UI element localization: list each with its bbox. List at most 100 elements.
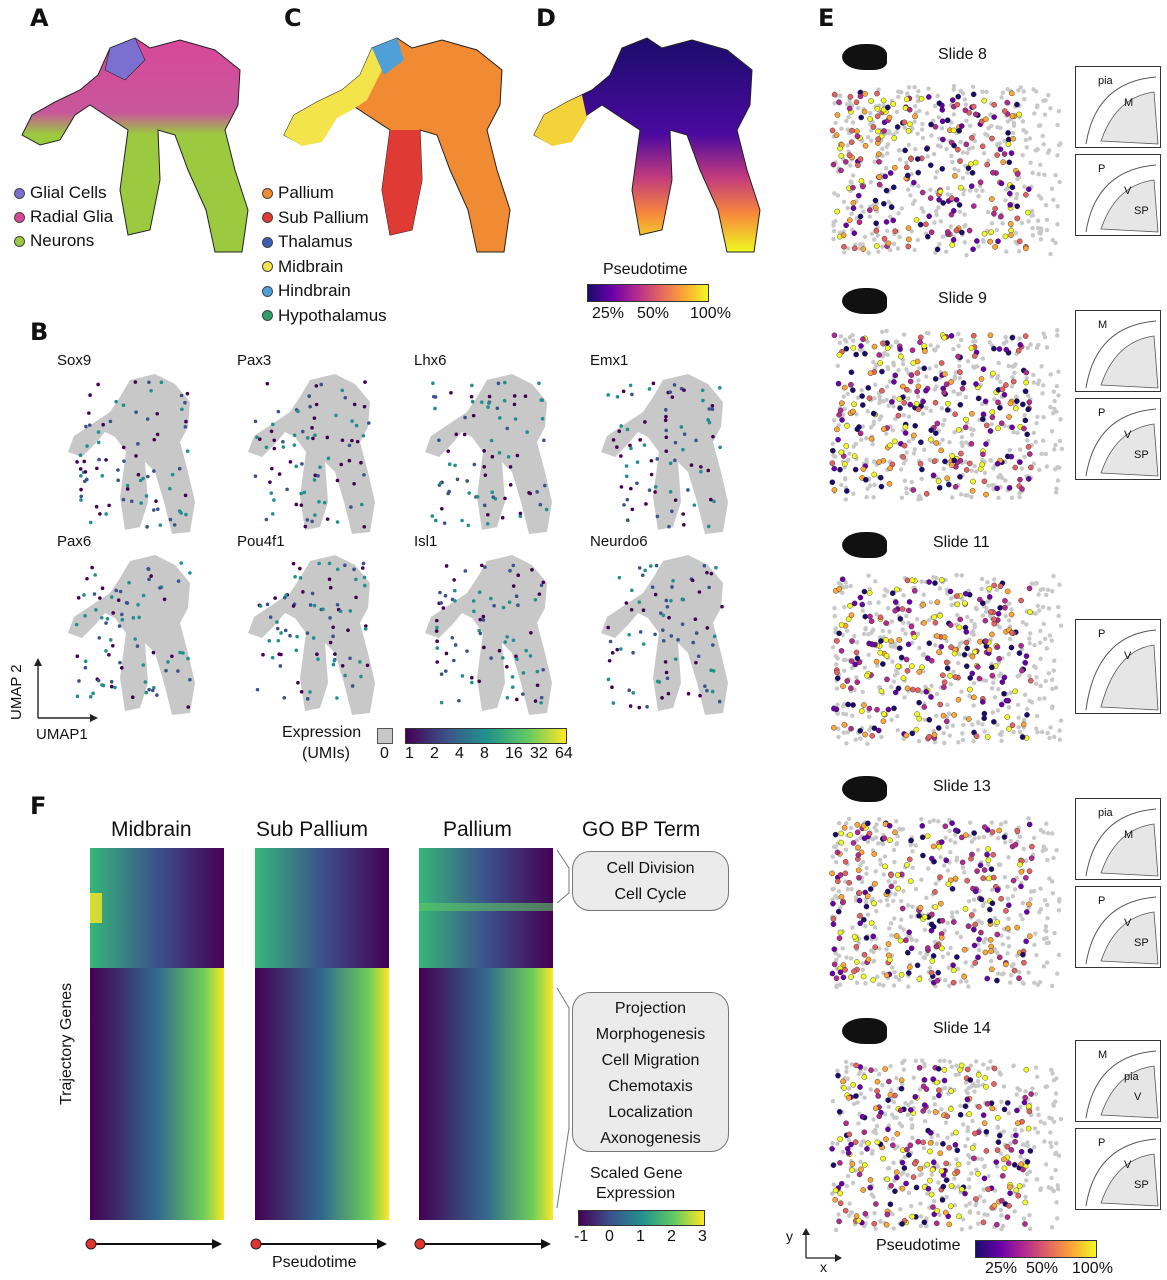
inset-region-label: pia — [1098, 807, 1113, 819]
inset-region-label: pia — [1124, 1071, 1139, 1083]
expression-tick: 1 — [405, 745, 414, 762]
gene-expression-umap — [425, 374, 552, 534]
legend-dot — [262, 261, 273, 272]
pseudotime-arrow — [414, 1238, 551, 1250]
gene-expression-umap — [248, 374, 375, 534]
scaled-tick: 0 — [605, 1228, 614, 1245]
scaled-expression-colorbar — [578, 1210, 705, 1226]
spatial-tick: 25% — [985, 1260, 1018, 1277]
anatomy-inset: P V SP — [1075, 398, 1161, 480]
legend-dot — [262, 236, 273, 248]
spatial-x-label: x — [820, 1259, 827, 1275]
inset-region-label: SP — [1134, 205, 1149, 217]
heatmap-title-pallium: Pallium — [443, 818, 512, 841]
legend-label: Thalamus — [278, 232, 353, 251]
pseudotime-tick: 50% — [637, 305, 670, 322]
heatmap-title-subpallium: Sub Pallium — [256, 818, 369, 841]
inset-region-label: P — [1098, 1137, 1106, 1149]
legend-label: Glial Cells — [30, 183, 107, 202]
inset-region-label: V — [1124, 429, 1132, 441]
gene-name-label: Sox9 — [57, 352, 92, 369]
slide-title: Slide 14 — [933, 1020, 991, 1037]
gene-name-label: Pax6 — [57, 533, 92, 550]
legend-label: Hypothalamus — [278, 305, 387, 325]
gene-expression-umap — [248, 555, 375, 715]
zero-expression-swatch — [377, 728, 393, 744]
scaled-colorbar-title: Scaled Gene — [590, 1165, 683, 1182]
legend-label: Sub Pallium — [278, 207, 369, 227]
spatial-tick: 50% — [1026, 1260, 1059, 1277]
slide-title: Slide 8 — [938, 46, 987, 63]
expression-tick: 2 — [430, 745, 439, 762]
spatial-pseudotime-scatter — [829, 84, 1063, 258]
umap-shape — [21, 37, 249, 253]
spatial-pseudotime-colorbar — [975, 1240, 1097, 1258]
slide-title: Slide 11 — [933, 534, 990, 551]
spatial-pseudotime-scatter — [829, 816, 1062, 990]
umap-axes-icon — [34, 658, 98, 722]
spatial-pseudotime-scatter — [829, 1058, 1064, 1233]
legend-dot — [262, 310, 273, 321]
umap-pseudotime-plot — [533, 37, 761, 253]
panel-label-d: D — [536, 4, 556, 32]
brain-silhouette-icon — [842, 776, 887, 802]
legend-dot — [262, 285, 273, 297]
umap-region-plot — [283, 37, 511, 253]
go-term: Projection — [614, 1000, 687, 1017]
brain-silhouette-icon — [842, 1018, 887, 1044]
spatial-tick: 100% — [1072, 1260, 1113, 1277]
gene-expression-umap — [68, 555, 195, 715]
pseudotime-tick: 25% — [592, 305, 625, 322]
pseudotime-arrow — [250, 1238, 387, 1250]
inset-region-label: V — [1124, 917, 1132, 929]
legend-dot — [14, 187, 25, 199]
go-term: Cell Migration — [601, 1052, 700, 1069]
expression-tick: 32 — [530, 745, 548, 762]
inset-region-label: M — [1098, 319, 1108, 331]
expression-colorbar — [405, 728, 567, 744]
gene-name-label: Pax3 — [237, 352, 272, 369]
expression-tick: 64 — [555, 745, 573, 762]
legend-dot — [262, 187, 273, 199]
legend-item-cell-type: Radial Glia — [14, 207, 113, 227]
gene-expression-umap — [601, 555, 728, 715]
anatomy-inset: P V SP — [1075, 154, 1161, 236]
gene-name-label: Emx1 — [590, 352, 629, 369]
legend-label: Midbrain — [278, 256, 344, 276]
inset-region-label: SP — [1134, 1179, 1149, 1191]
spatial-axes-icon — [802, 1228, 842, 1262]
trajectory-genes-label: Trajectory Genes — [58, 982, 75, 1105]
scaled-colorbar-title-2: Expression — [596, 1185, 676, 1202]
legend-item-region: Sub Pallium — [262, 208, 369, 228]
inset-region-label: V — [1124, 650, 1132, 662]
anatomy-inset: P V SP — [1075, 886, 1161, 968]
umap-cell-type-plot — [21, 37, 249, 253]
go-bracket — [556, 849, 570, 1209]
inset-region-label: P — [1098, 628, 1106, 640]
go-box-projection: Projection Morphogenesis Cell Migration … — [572, 992, 729, 1152]
legend-dot — [14, 235, 25, 247]
inset-region-label: pia — [1098, 75, 1113, 87]
heatmap-pallium — [419, 848, 553, 1220]
inset-region-label: V — [1124, 185, 1132, 197]
go-term: Localization — [608, 1104, 693, 1121]
panel-label-f: F — [30, 792, 46, 820]
expression-tick: 8 — [480, 745, 489, 762]
heatmap-xlabel: Pseudotime — [272, 1254, 357, 1271]
panel-label-b: B — [30, 318, 48, 346]
legend-dot — [262, 212, 273, 223]
gene-name-label: Lhx6 — [414, 352, 447, 369]
panel-label-a: A — [30, 4, 49, 32]
legend-label: Hindbrain — [278, 281, 351, 300]
inset-region-label: P — [1098, 895, 1106, 907]
inset-region-label: M — [1124, 97, 1134, 109]
go-box-cell-division: Cell Division Cell Cycle — [572, 851, 729, 911]
expression-title: Expression — [282, 724, 362, 741]
legend-item-region: Thalamus — [262, 232, 353, 252]
scaled-tick: 3 — [698, 1228, 707, 1245]
gene-expression-umap — [425, 555, 552, 715]
anatomy-inset: pia M — [1075, 66, 1161, 148]
legend-label: Pallium — [278, 183, 334, 202]
